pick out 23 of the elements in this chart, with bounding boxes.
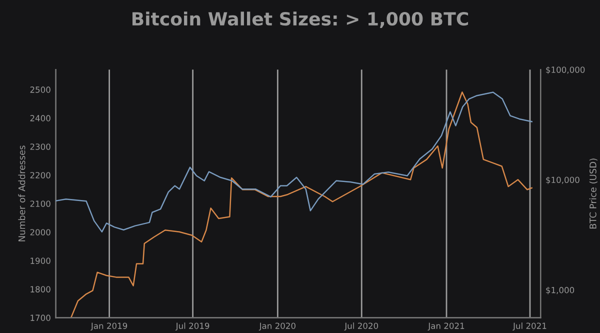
x-tick-label: Jan 2021 [428, 322, 464, 331]
y2-tick-label: $10,000 [546, 176, 580, 184]
y-tick-label: 1900 [30, 258, 50, 264]
y-tick-label: 2000 [30, 229, 50, 236]
x-tick-label: Jul 2019 [175, 322, 210, 331]
y-tick-label: 2200 [30, 172, 50, 178]
x-tick-label: Jan 2020 [258, 322, 296, 331]
y2-axis-title: BTC Price (USD) [589, 158, 598, 229]
y-tick-label: 1700 [30, 314, 50, 321]
y2-tick-label: $1,000 [546, 286, 574, 294]
x-tick-label: Jul 2021 [512, 322, 546, 331]
y-tick-label: 2400 [30, 115, 50, 122]
line-series [56, 92, 532, 232]
y-axis-title: Number of Addresses [18, 146, 26, 242]
chart-title: Bitcoin Wallet Sizes: > 1,000 BTC [132, 12, 468, 28]
y2-tick-label: $100,000 [546, 66, 585, 74]
y-tick-label: 1800 [30, 286, 50, 292]
y-tick-label: 2100 [30, 200, 50, 207]
y-tick-label: 2500 [30, 86, 50, 93]
x-tick-label: Jan 2019 [90, 322, 128, 331]
x-tick-label: Jul 2020 [344, 322, 378, 331]
line-series [70, 92, 532, 318]
y-tick-label: 2300 [30, 144, 50, 150]
